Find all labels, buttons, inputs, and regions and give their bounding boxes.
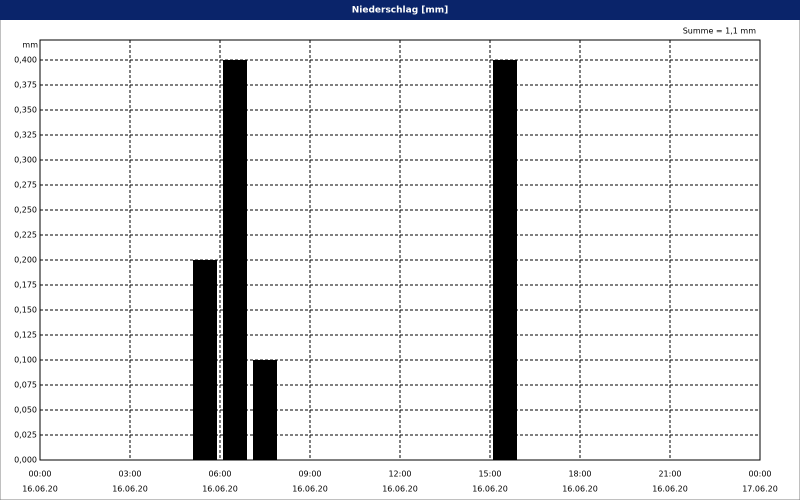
y-tick-label: 0,100 xyxy=(14,356,37,365)
x-tick-date: 16.06.20 xyxy=(382,485,418,494)
y-tick-label: 0,350 xyxy=(14,106,37,115)
bar xyxy=(253,360,277,460)
x-tick-date: 16.06.20 xyxy=(292,485,328,494)
x-tick-label: 00:00 xyxy=(28,470,51,479)
x-tick-date: 16.06.20 xyxy=(472,485,508,494)
x-tick-label: 09:00 xyxy=(298,470,321,479)
sum-annotation: Summe = 1,1 mm xyxy=(683,27,757,36)
x-tick-date: 17.06.20 xyxy=(742,485,778,494)
title-bar xyxy=(0,0,800,20)
y-tick-label: 0,300 xyxy=(14,156,37,165)
x-tick-label: 00:00 xyxy=(748,470,771,479)
y-tick-label: 0,125 xyxy=(14,331,37,340)
x-tick-date: 16.06.20 xyxy=(562,485,598,494)
y-tick-label: 0,375 xyxy=(14,81,37,90)
y-tick-label: 0,150 xyxy=(14,306,37,315)
y-tick-label: 0,225 xyxy=(14,231,37,240)
x-tick-label: 06:00 xyxy=(208,470,231,479)
y-tick-label: 0,275 xyxy=(14,181,37,190)
y-tick-label: 0,025 xyxy=(14,431,37,440)
y-tick-label: 0,400 xyxy=(14,56,37,65)
y-tick-label: 0,050 xyxy=(14,406,37,415)
chart-title: Niederschlag [mm] xyxy=(352,6,449,16)
y-tick-label: 0,075 xyxy=(14,381,37,390)
bar xyxy=(193,260,217,460)
y-tick-label: 0,175 xyxy=(14,281,37,290)
x-tick-label: 15:00 xyxy=(478,470,501,479)
x-tick-date: 16.06.20 xyxy=(202,485,238,494)
y-tick-label: 0,325 xyxy=(14,131,37,140)
y-tick-label: 0,000 xyxy=(14,456,37,465)
x-tick-label: 12:00 xyxy=(388,470,411,479)
x-tick-label: 03:00 xyxy=(118,470,141,479)
x-tick-date: 16.06.20 xyxy=(22,485,58,494)
x-tick-label: 21:00 xyxy=(658,470,681,479)
y-tick-label: 0,250 xyxy=(14,206,37,215)
y-axis-label: mm xyxy=(22,41,38,50)
y-tick-label: 0,200 xyxy=(14,256,37,265)
bar xyxy=(493,60,517,460)
x-tick-date: 16.06.20 xyxy=(652,485,688,494)
bar xyxy=(223,60,247,460)
x-tick-date: 16.06.20 xyxy=(112,485,148,494)
x-tick-label: 18:00 xyxy=(568,470,591,479)
